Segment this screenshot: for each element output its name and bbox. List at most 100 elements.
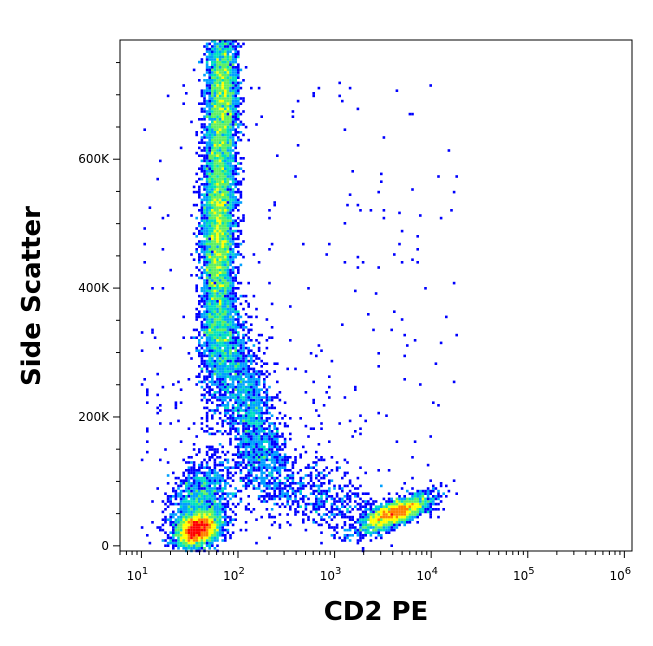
event-dot <box>234 47 237 51</box>
event-dot <box>198 505 201 508</box>
event-dot <box>408 518 412 521</box>
event-dot <box>419 505 422 508</box>
event-dot <box>216 216 219 220</box>
event-dot <box>200 515 204 519</box>
event-dot <box>218 146 222 150</box>
event-dot <box>221 305 224 308</box>
event-dot <box>255 406 258 410</box>
event-dot <box>226 372 230 376</box>
event-dot <box>221 313 224 316</box>
event-dot <box>208 375 211 378</box>
event-dot <box>216 162 219 165</box>
event-dot <box>294 458 297 462</box>
event-dot <box>216 53 219 56</box>
event-dot <box>346 203 349 207</box>
event-dot <box>244 346 248 350</box>
event-dot <box>159 422 162 425</box>
event-dot <box>294 448 297 451</box>
event-dot <box>348 518 352 521</box>
event-dot <box>260 456 263 459</box>
event-dot <box>216 341 219 345</box>
event-dot <box>205 164 209 168</box>
event-dot <box>221 328 224 332</box>
event-dot <box>260 333 263 337</box>
event-dot <box>432 487 435 490</box>
event-dot <box>231 89 235 92</box>
event-dot <box>213 482 217 485</box>
event-dot <box>211 502 214 506</box>
event-dot <box>224 398 227 402</box>
event-dot <box>200 398 204 402</box>
event-dot <box>221 274 224 277</box>
event-dot <box>244 411 248 415</box>
event-dot <box>432 489 435 493</box>
event-dot <box>221 331 224 334</box>
event-dot <box>211 333 214 337</box>
event-dot <box>247 367 250 371</box>
event-dot <box>380 180 383 183</box>
event-dot <box>195 531 198 534</box>
event-dot <box>247 495 250 498</box>
event-dot <box>354 500 357 503</box>
event-dot <box>172 513 175 516</box>
event-dot <box>382 523 386 527</box>
event-dot <box>203 430 206 433</box>
event-dot <box>224 250 227 254</box>
event-dot <box>291 482 295 485</box>
event-dot <box>203 300 206 303</box>
event-dot <box>255 461 258 464</box>
event-dot <box>426 497 430 501</box>
event-dot <box>242 401 245 404</box>
event-dot <box>229 133 232 137</box>
event-dot <box>203 492 206 495</box>
event-dot <box>216 359 219 363</box>
event-dot <box>200 164 204 168</box>
event-dot <box>208 315 211 319</box>
event-dot <box>218 258 222 261</box>
event-dot <box>229 409 232 412</box>
event-dot <box>242 461 245 464</box>
event-dot <box>343 484 347 488</box>
event-dot <box>213 211 217 215</box>
event-dot <box>263 463 266 467</box>
event-dot <box>382 216 386 220</box>
event-dot <box>281 432 284 436</box>
event-dot <box>226 42 230 46</box>
event-dot <box>203 513 206 516</box>
event-dot <box>208 357 211 360</box>
event-dot <box>179 502 183 506</box>
event-dot <box>338 422 341 425</box>
event-dot <box>359 484 362 488</box>
event-dot <box>224 258 227 261</box>
event-dot <box>229 307 232 311</box>
event-dot <box>213 539 217 542</box>
event-dot <box>317 502 321 506</box>
event-dot <box>234 352 237 355</box>
event-dot <box>283 445 287 449</box>
event-dot <box>218 45 222 48</box>
event-dot <box>211 216 214 220</box>
event-dot <box>393 502 396 506</box>
event-dot <box>432 495 435 498</box>
event-dot <box>213 393 217 397</box>
event-dot <box>398 508 401 511</box>
event-dot <box>296 505 300 508</box>
event-dot <box>164 539 167 542</box>
event-dot <box>216 222 219 225</box>
event-dot <box>200 346 204 350</box>
event-dot <box>229 63 232 66</box>
event-dot <box>229 66 232 69</box>
event-dot <box>294 500 297 503</box>
event-dot <box>244 414 248 417</box>
event-dot <box>218 474 222 477</box>
event-dot <box>387 492 391 495</box>
event-dot <box>203 170 206 173</box>
event-dot <box>380 502 383 506</box>
event-dot <box>205 349 209 352</box>
event-dot <box>273 456 276 459</box>
event-dot <box>231 396 235 399</box>
event-dot <box>432 497 435 501</box>
event-dot <box>198 523 201 527</box>
event-dot <box>359 497 362 501</box>
event-dot <box>226 328 230 332</box>
